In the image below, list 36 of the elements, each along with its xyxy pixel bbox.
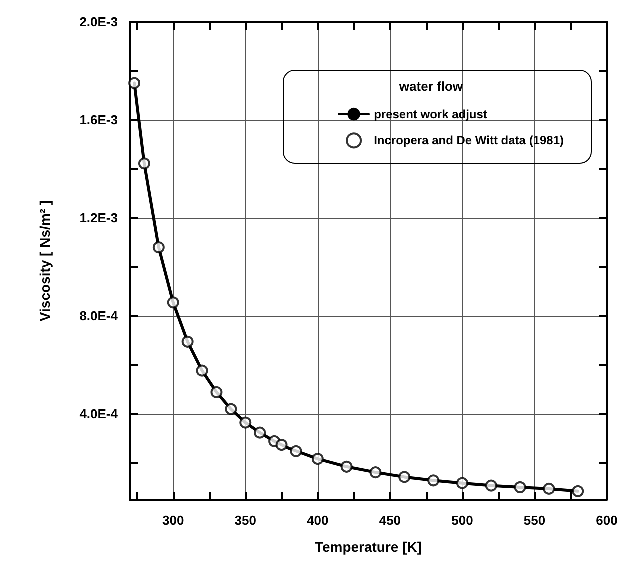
y-tick-label: 2.0E-3 [80, 14, 118, 30]
point [167, 296, 180, 309]
y-tick-label: 1.2E-3 [80, 210, 118, 226]
point [225, 403, 238, 416]
point [138, 158, 150, 170]
point [312, 453, 324, 466]
y-tick-label: 4.0E-4 [80, 406, 119, 422]
y-tick-label: 8.0E-4 [80, 308, 119, 324]
x-tick-label: 450 [379, 513, 402, 528]
point [210, 386, 223, 398]
y-tick-label: 1.6E-3 [80, 112, 118, 128]
x-axis-title: Temperature [K] [314, 539, 422, 555]
x-tick-label: 350 [234, 513, 256, 528]
x-tick-label: 500 [452, 513, 474, 528]
point [572, 485, 584, 498]
point [196, 364, 208, 377]
x-tick-label: 400 [307, 513, 329, 528]
point [128, 77, 141, 90]
point [276, 439, 288, 452]
point [485, 480, 498, 492]
point [456, 477, 468, 490]
y-axis-title: Viscosity [ Ns/m² ] [37, 200, 53, 322]
point [240, 416, 252, 429]
point [398, 471, 411, 484]
point [428, 474, 440, 487]
x-tick-label: 550 [524, 513, 546, 528]
x-tick-label: 300 [162, 513, 184, 528]
point [370, 466, 382, 479]
point [340, 460, 353, 473]
point [182, 336, 194, 348]
point [290, 445, 302, 458]
point [254, 426, 266, 439]
point [543, 482, 556, 495]
point [514, 482, 526, 494]
x-tick-label: 600 [596, 513, 618, 528]
point [152, 242, 165, 254]
